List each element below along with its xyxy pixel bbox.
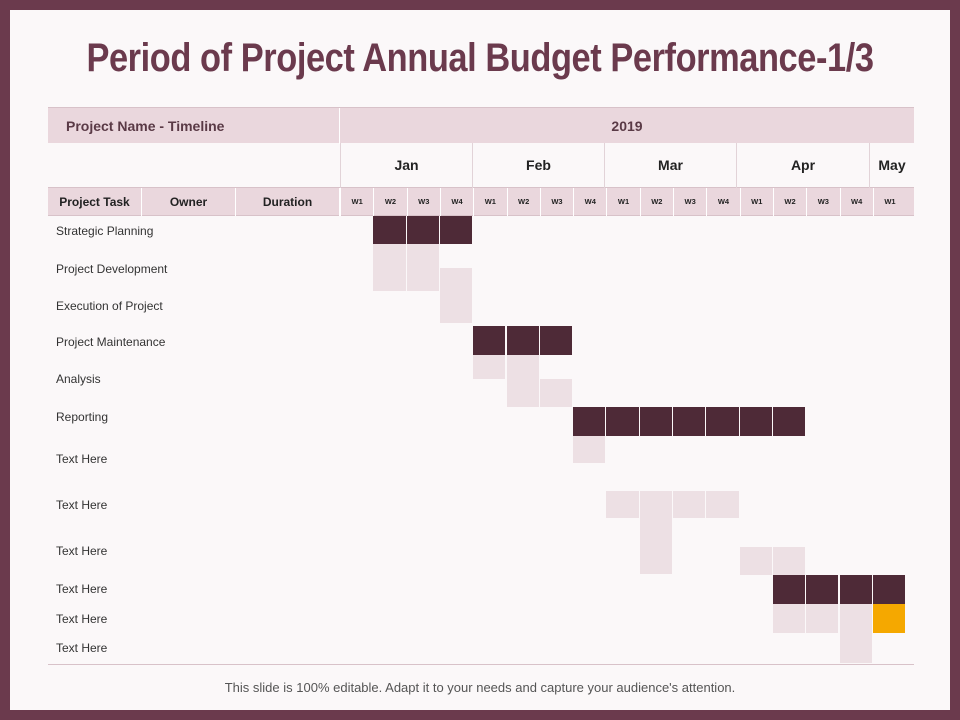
week-header-cell: W1: [473, 188, 506, 216]
page-title: Period of Project Annual Budget Performa…: [86, 36, 874, 80]
gantt-cell-dark: [606, 407, 640, 436]
year-label: 2019: [611, 118, 643, 134]
gantt-cell-light: [606, 491, 640, 518]
task-label: Text Here: [56, 544, 108, 558]
gantt-cell-light: [373, 244, 407, 291]
gantt-cell-light: [473, 355, 507, 379]
task-label: Project Maintenance: [56, 335, 166, 349]
task-label: Text Here: [56, 582, 108, 596]
gantt-cell-accent: [872, 604, 907, 633]
week-header-cell: W1: [872, 188, 906, 216]
gantt-table: Project Name - Timeline 2019 Jan Feb Mar…: [48, 107, 914, 665]
column-duration: Duration: [236, 188, 340, 216]
column-project-task: Project Task: [48, 188, 142, 216]
gantt-cell-light-sub: [573, 436, 607, 463]
gantt-cell-dark: [673, 407, 707, 436]
timeline-label: Project Name - Timeline: [48, 108, 340, 144]
gantt-cell-light: [539, 379, 574, 407]
header-row-timeline: Project Name - Timeline 2019: [48, 107, 914, 144]
month-apr: Apr: [736, 143, 869, 188]
week-header-cell: W3: [673, 188, 706, 216]
gantt-cell-dark: [573, 407, 607, 436]
week-header-cell: W2: [506, 188, 540, 216]
gantt-cell-light: [506, 355, 540, 407]
gantt-cell-dark: [539, 326, 574, 355]
task-label: Analysis: [56, 372, 101, 386]
column-owner: Owner: [142, 188, 236, 216]
task-label: Text Here: [56, 498, 108, 512]
week-header-cell: W4: [573, 188, 606, 216]
gantt-cell-light: [673, 491, 707, 518]
gantt-cell-dark: [872, 575, 907, 604]
table-bottom-divider: [48, 664, 914, 665]
gantt-cell-light: [839, 633, 873, 663]
gantt-cell-dark: [772, 575, 807, 604]
gantt-cell-light: [739, 547, 773, 575]
gantt-cell-light: [639, 491, 673, 574]
month-feb: Feb: [472, 143, 604, 188]
header-row-months: Jan Feb Mar Apr May: [48, 143, 914, 188]
gantt-cell-dark: [706, 407, 740, 436]
week-header-cell: W2: [639, 188, 673, 216]
task-label: Text Here: [56, 641, 108, 655]
task-label: Project Development: [56, 262, 168, 276]
task-label: Text Here: [56, 612, 108, 626]
gantt-cell-dark: [739, 407, 773, 436]
task-label: Text Here: [56, 452, 108, 466]
slide: Period of Project Annual Budget Performa…: [10, 10, 950, 710]
gantt-cell-dark: [806, 575, 840, 604]
header-row-columns: Project Task Owner Duration W1 W2 W3 W4 W1 W2…: [48, 188, 914, 216]
week-header-cell: W4: [439, 188, 473, 216]
gantt-cell-dark: [406, 216, 440, 244]
gantt-cell-dark: [772, 407, 807, 436]
month-mar: Mar: [604, 143, 736, 188]
gantt-cell-light: [806, 604, 840, 633]
gantt-cell-light: [772, 547, 807, 575]
week-header-cell: W4: [839, 188, 873, 216]
week-header-cell: W1: [340, 188, 373, 216]
week-header-cell: W3: [806, 188, 839, 216]
gantt-cell-dark: [639, 407, 673, 436]
task-label: Execution of Project: [56, 299, 163, 313]
month-jan: Jan: [340, 143, 472, 188]
week-header-cell: W2: [373, 188, 406, 216]
week-header-cell: W4: [706, 188, 739, 216]
gantt-cell-dark: [373, 216, 407, 244]
week-header-cell: W2: [772, 188, 806, 216]
task-label: Strategic Planning: [56, 224, 154, 238]
week-header-cell: W1: [606, 188, 639, 216]
week-header-cell: W3: [539, 188, 573, 216]
footer-note: This slide is 100% editable. Adapt it to…: [224, 680, 736, 695]
gantt-cell-dark: [439, 216, 474, 244]
gantt-cell-light: [406, 244, 440, 291]
gantt-cell-dark: [506, 326, 540, 355]
week-header-cell: W1: [739, 188, 773, 216]
gantt-cell-light: [772, 604, 807, 633]
gantt-cell-light: [439, 268, 474, 323]
week-header-cell: W3: [406, 188, 440, 216]
month-may: May: [869, 143, 914, 188]
gantt-cell-light: [706, 491, 740, 518]
task-label: Reporting: [56, 410, 109, 424]
gantt-cell-dark: [839, 575, 873, 604]
gantt-cell-dark: [473, 326, 507, 355]
